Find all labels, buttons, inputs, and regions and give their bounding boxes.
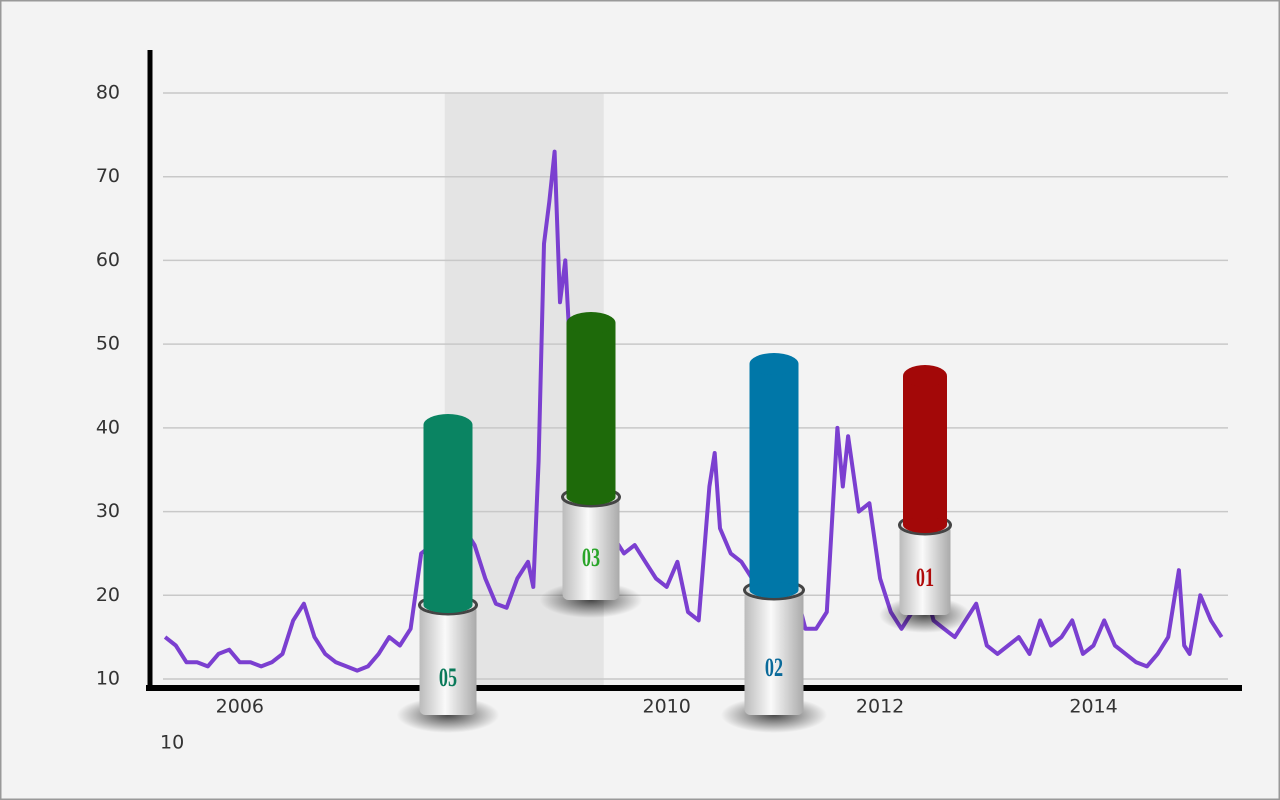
callout: 02: [720, 353, 828, 733]
x-tick-label: 2012: [856, 696, 904, 718]
y-tick-label: 10: [96, 668, 120, 690]
callout-base: [562, 497, 620, 600]
callout-label: 01: [916, 563, 934, 592]
callout-tube-top: [749, 353, 799, 375]
callout-base: [419, 605, 477, 715]
data-line: [163, 149, 1224, 673]
x-tick-label: 2010: [643, 696, 691, 718]
callout-base: [899, 525, 951, 615]
callout-tube-top: [566, 312, 616, 334]
callout-base: [744, 590, 804, 715]
y-tick-label: 60: [96, 249, 120, 271]
callout-tube-bottom: [566, 489, 616, 505]
y-tick-label: 50: [96, 333, 120, 355]
callout-label: 05: [439, 663, 457, 692]
callout-tube: [903, 376, 947, 525]
callout-tube-top: [423, 414, 473, 436]
annotation: 10: [160, 732, 184, 754]
y-tick-label: 30: [96, 500, 120, 522]
callout-tube-top: [903, 365, 947, 387]
callout-tube-bottom: [903, 517, 947, 533]
callout-tube-bottom: [749, 582, 799, 598]
callout: 01: [879, 365, 971, 633]
callout-label: 02: [765, 653, 783, 682]
y-tick-label: 40: [96, 416, 120, 438]
callout-label: 03: [582, 543, 600, 572]
callout-tube: [566, 323, 616, 497]
callout: 03: [539, 312, 643, 618]
y-tick-label: 70: [96, 165, 120, 187]
x-tick-label: 2014: [1069, 696, 1117, 718]
y-tick-label: 20: [96, 584, 120, 606]
callout-tube: [423, 425, 473, 605]
y-tick-label: 80: [96, 82, 120, 104]
callout-tube: [749, 364, 799, 590]
callout: 05: [396, 414, 500, 733]
x-tick-label: 2006: [216, 696, 264, 718]
callout-tube-bottom: [423, 597, 473, 613]
